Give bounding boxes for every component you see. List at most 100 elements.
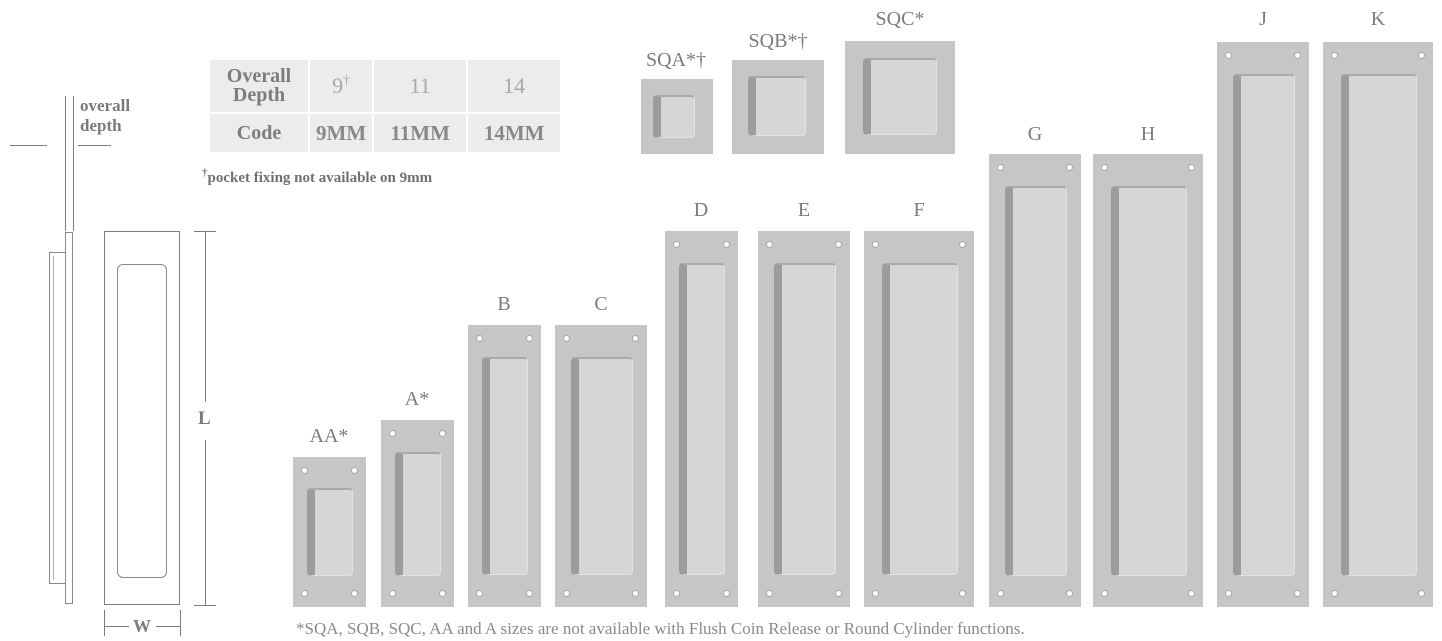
plate-recess [395,452,441,576]
length-line-top [205,232,206,402]
size-label-h: H [1098,123,1198,146]
depth-label-line2: depth [80,116,130,136]
screw-hole [352,591,357,596]
screw-hole [1102,591,1107,596]
size-label-sqa: SQA*† [626,49,726,72]
width-label: W [133,616,151,637]
dagger-mark: † [343,74,350,89]
plate-recess [482,357,528,575]
plate-recess [679,263,725,575]
width-line-right [156,626,180,627]
depth-extension-line-left [65,96,66,231]
plate-recess [774,263,836,575]
availability-footnote: *SQA, SQB, SQC, AA and A sizes are not a… [296,619,1025,639]
depth-extension-line-right [73,96,74,231]
screw-hole [873,591,878,596]
plate-recess [863,58,937,135]
note-text: pocket fixing not available on 9mm [208,170,433,186]
plate-d [665,231,738,607]
size-label-j: J [1213,8,1313,31]
table-code-9mm: 9MM [308,114,372,152]
size-label-b: B [454,293,554,316]
depth-arrow-left [10,145,47,146]
table-depth-9: 9† [308,60,372,114]
plate-f [864,231,974,607]
plate-sqb [732,60,824,154]
plate-recess [882,263,958,575]
table-depth-11: 11 [372,60,466,114]
length-label: L [198,408,211,430]
screw-hole [836,242,841,247]
table-header-depth: Overall Depth [210,60,308,114]
screw-hole [440,591,445,596]
screw-hole [564,336,569,341]
screw-hole [724,242,729,247]
screw-hole [1332,591,1337,596]
size-label-f: F [869,199,969,222]
screw-hole [633,591,638,596]
screw-hole [1067,165,1072,170]
table-code-11mm: 11MM [372,114,466,152]
table-header-code: Code [210,114,308,152]
screw-hole [390,431,395,436]
plate-recess [1341,74,1417,576]
plate-k [1323,42,1433,607]
front-view-recess [117,264,167,578]
depth-code-table: Overall Depth 9† 11 14 Code 9MM 11MM 14M… [210,60,560,152]
width-line-left [105,626,129,627]
plate-recess [571,357,633,575]
screw-hole [527,591,532,596]
screw-hole [633,336,638,341]
screw-hole [1226,53,1231,58]
screw-hole [390,591,395,596]
plate-sqa [641,79,713,154]
screw-hole [1419,591,1424,596]
plate-sqc [845,41,955,154]
screw-hole [674,591,679,596]
screw-hole [1295,53,1300,58]
screw-hole [960,242,965,247]
side-profile [65,232,73,604]
screw-hole [724,591,729,596]
plate-j [1217,42,1309,607]
screw-hole [564,591,569,596]
screw-hole [767,242,772,247]
plate-e [758,231,850,607]
screw-hole [1067,591,1072,596]
side-profile-insert [49,252,65,584]
size-label-a: A* [367,388,467,411]
depth-label: overall depth [80,96,130,136]
screw-hole [998,591,1003,596]
size-label-g: G [985,123,1085,146]
width-tick-right [180,610,181,636]
screw-hole [440,431,445,436]
screw-hole [1189,591,1194,596]
pocket-fixing-note: †pocket fixing not available on 9mm [202,167,432,187]
size-label-c: C [551,293,651,316]
depth-arrow-right [78,145,111,146]
width-tick-left [104,610,105,636]
plate-b [468,325,541,607]
screw-hole [836,591,841,596]
screw-hole [477,336,482,341]
screw-hole [1226,591,1231,596]
screw-hole [1102,165,1107,170]
side-profile-inner [53,256,54,580]
plate-recess [1005,186,1067,576]
size-label-sqb: SQB*† [728,30,828,53]
size-label-d: D [651,199,751,222]
plate-recess [307,488,353,576]
plate-h [1093,154,1203,607]
screw-hole [1332,53,1337,58]
size-label-sqc: SQC* [850,8,950,31]
size-label-aa: AA* [279,425,379,448]
screw-hole [767,591,772,596]
plate-g [989,154,1081,607]
screw-hole [302,591,307,596]
plate-recess [748,76,806,136]
table-row-code: Code 9MM 11MM 14MM [210,114,560,152]
screw-hole [998,165,1003,170]
screw-hole [1189,165,1194,170]
screw-hole [1419,53,1424,58]
plate-recess [1111,186,1187,576]
